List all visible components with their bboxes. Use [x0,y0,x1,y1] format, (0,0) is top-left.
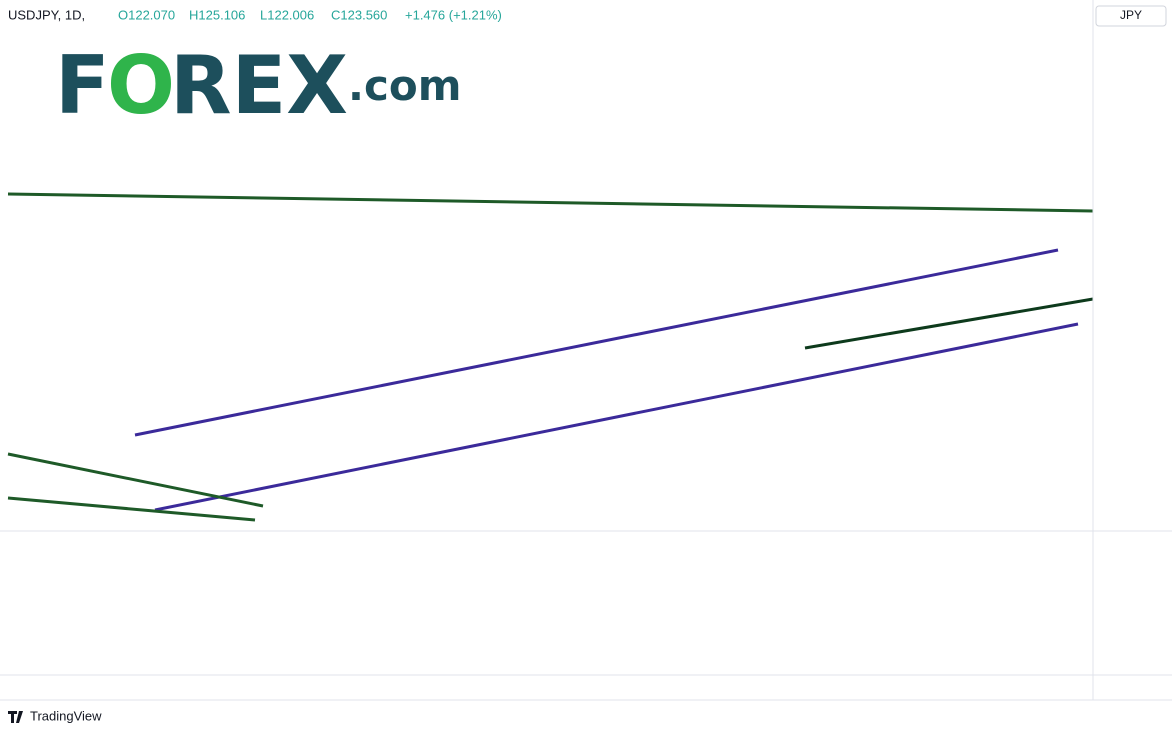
ohlc-low: L122.006 [260,7,314,22]
trendline [804,297,1094,350]
ohlc-open: O122.070 [118,7,175,22]
logo-first: F [55,39,110,132]
footer-brand[interactable]: TradingView [30,708,102,723]
currency-button[interactable] [1095,5,1167,27]
trendline [7,452,264,508]
logo-mark: O [107,39,175,132]
logo-suffix: .com [348,61,461,110]
trendline [7,192,1094,213]
ohlc-close: C123.560 [331,7,387,22]
currency[interactable]: JPY [1120,8,1142,22]
logo-rest: REX [170,39,348,132]
footer-icon [8,711,23,723]
ohlc-high: H125.106 [189,7,245,22]
trendline [134,248,1059,437]
trendlines [7,192,1094,522]
ohlc-change: +1.476 (+1.21%) [405,7,502,22]
trendline [154,322,1079,512]
trendline [7,496,256,522]
symbol: USDJPY, 1D, [8,7,85,22]
